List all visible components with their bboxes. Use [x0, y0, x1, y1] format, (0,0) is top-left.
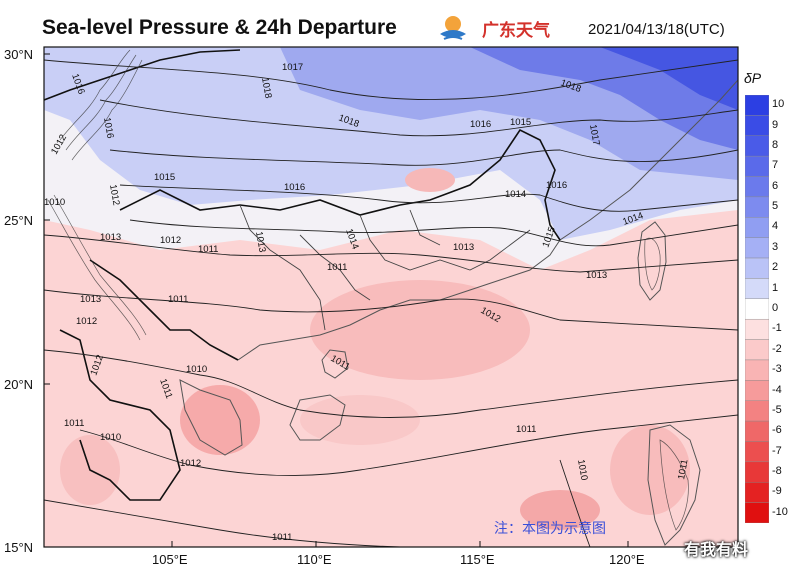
isobar-label: 1013	[453, 242, 474, 253]
isobar-label: 1010	[44, 197, 65, 208]
isobar-label: 1015	[154, 172, 175, 183]
lon-label: 120°E	[609, 552, 645, 567]
colorbar-swatch	[745, 95, 769, 116]
lat-label: 25°N	[4, 213, 34, 228]
colorbar-level-label: 5	[772, 200, 779, 213]
colorbar-level-label: 8	[772, 138, 779, 151]
isobar-label: 1016	[284, 182, 305, 193]
colorbar-level-label: -2	[772, 342, 782, 355]
colorbar-level-label: -10	[772, 505, 788, 518]
colorbar-swatch	[745, 196, 769, 218]
colorbar-level-label: 7	[772, 159, 779, 172]
colorbar-swatch	[745, 155, 769, 177]
borders	[44, 49, 561, 501]
isobar-label: 1012	[180, 458, 201, 469]
colorbar	[745, 95, 769, 523]
colorbar-swatch	[745, 115, 769, 136]
colorbar-swatch	[745, 278, 769, 300]
isobar-label: 1011	[676, 458, 690, 480]
isobar-label: 1014	[505, 189, 526, 200]
colorbar-swatch	[745, 298, 769, 320]
map-note: 注：本图为示意图	[494, 521, 606, 537]
isobar-label: 1016	[546, 180, 567, 191]
lat-label: 15°N	[4, 540, 34, 555]
colorbar-swatch	[745, 176, 769, 198]
colorbar-swatch	[745, 217, 769, 238]
colorbar-swatch	[745, 482, 769, 503]
colorbar-swatch	[745, 339, 769, 361]
isobar-label: 1016	[101, 117, 116, 140]
colorbar-swatch	[745, 359, 769, 381]
colorbar-swatch	[745, 135, 769, 157]
colorbar-level-label: 10	[772, 98, 785, 111]
colorbar-swatch	[745, 380, 769, 401]
isobar-label: 1011	[327, 262, 347, 273]
lon-label: 105°E	[152, 552, 188, 567]
isobar-label: 1013	[586, 270, 607, 281]
isobar-label: 1013	[80, 294, 101, 305]
province-lines	[239, 204, 531, 331]
isobar-label: 1015	[510, 117, 531, 128]
colorbar-level-label: -7	[772, 444, 782, 457]
colorbar-level-label: -3	[772, 363, 782, 376]
isobar-label: 1011	[64, 418, 84, 429]
sun-cloud-icon	[440, 16, 466, 40]
lon-label: 115°E	[460, 552, 495, 567]
timestamp: 2021/04/13/18(UTC)	[588, 21, 725, 38]
colorbar-level-label: 6	[772, 179, 779, 192]
isobar-label: 1018	[259, 77, 274, 100]
isobar-label: 1012	[160, 235, 181, 246]
colorbar-swatch	[745, 318, 769, 340]
colorbar-swatch	[745, 257, 769, 279]
colorbar-swatch	[745, 461, 769, 483]
isobar-label: 1011	[516, 424, 536, 435]
lon-label: 110°E	[297, 552, 332, 567]
isobar-label: 1013	[100, 232, 121, 243]
colorbar-title: δP	[744, 70, 762, 86]
colorbar-level-label: 9	[772, 118, 779, 131]
logo-text: 广东天气	[482, 21, 550, 41]
isobar-label: 1011	[272, 532, 292, 543]
isobars	[44, 59, 738, 547]
colorbar-swatch	[745, 420, 769, 442]
isobar-label: 1010	[575, 459, 590, 482]
colorbar-swatch	[745, 441, 769, 463]
lat-label: 30°N	[4, 47, 34, 62]
isobar-label: 1017	[282, 62, 303, 73]
isobar-label: 1012	[107, 184, 122, 207]
colorbar-swatch	[745, 400, 769, 422]
colorbar-level-label: -6	[772, 424, 782, 437]
colorbar-level-label: -4	[772, 383, 782, 396]
isobar-label: 1017	[587, 124, 602, 147]
lat-label: 20°N	[4, 377, 34, 392]
colorbar-level-label: -8	[772, 465, 782, 478]
guangdong-weather-logo	[440, 16, 466, 40]
isobar-label: 1011	[168, 294, 188, 305]
watermark: 有我有料	[684, 540, 749, 559]
colorbar-level-label: 2	[772, 261, 779, 274]
colorbar-level-label: -9	[772, 485, 782, 498]
isobar-label-layer: 1016 1018 1017 1018 1018 1016 1015 1017 …	[44, 62, 691, 543]
isobar-label: 1010	[100, 432, 121, 443]
colorbar-swatch	[745, 502, 769, 523]
coastline	[179, 79, 738, 546]
isobar-label: 1013	[253, 231, 268, 254]
isobar-label: 1010	[186, 364, 207, 375]
isobar-label: 1016	[470, 119, 491, 130]
colorbar-level-label: 3	[772, 240, 779, 253]
colorbar-level-label: 0	[772, 302, 779, 314]
colorbar-level-label: -1	[772, 322, 782, 335]
colorbar-level-label: 1	[772, 281, 779, 294]
isobar-label: 1012	[76, 316, 97, 327]
isobar-label: 1011	[198, 244, 218, 255]
colorbar-level-label: -5	[772, 403, 782, 416]
colorbar-swatch	[745, 237, 769, 259]
chart-title: Sea-level Pressure & 24h Departure	[42, 16, 397, 39]
colorbar-level-label: 4	[772, 220, 779, 233]
